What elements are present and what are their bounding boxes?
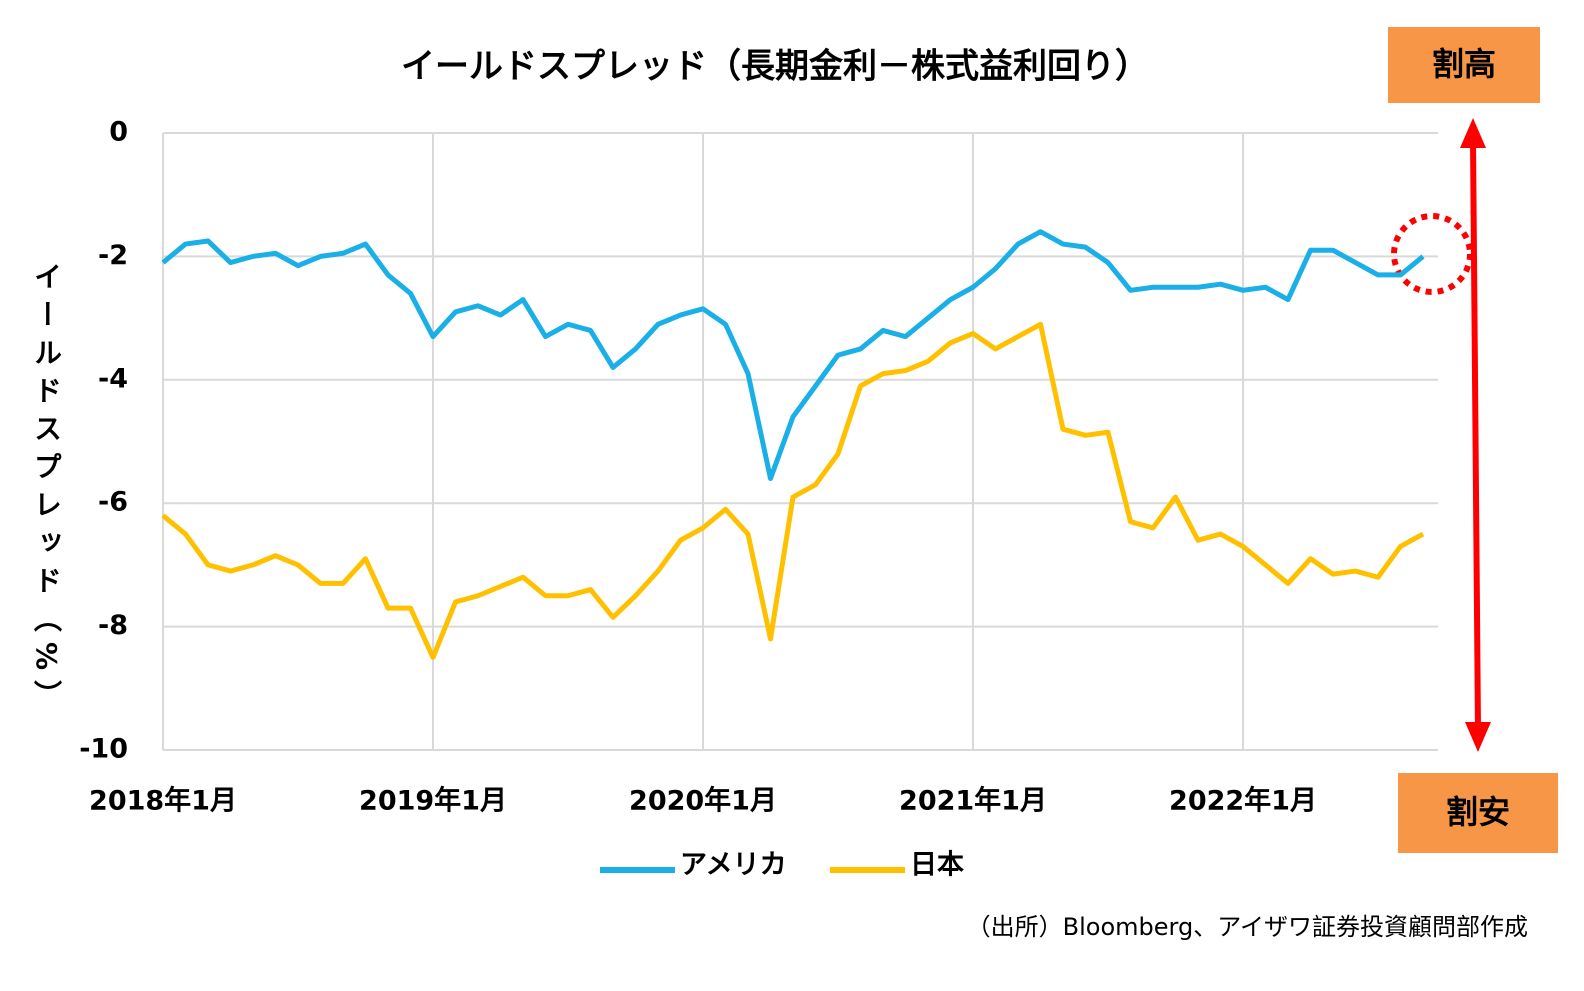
legend-label: 日本: [910, 850, 964, 881]
annotation: 割高: [1432, 45, 1496, 83]
arrow: [1460, 118, 1491, 752]
grid: [162, 132, 1438, 751]
x-tick-label: 2018年1月: [89, 785, 237, 817]
y-tick-label: -6: [98, 487, 128, 518]
x-tick-label: 2022年1月: [1169, 785, 1317, 817]
y-axis-label: イールドスプレッド（%）: [30, 262, 63, 718]
x-tick-label: 2021年1月: [899, 785, 1047, 817]
source: （出所）Bloomberg、アイザワ証券投資顧問部作成: [967, 913, 1528, 941]
annotation-box: [1398, 773, 1558, 853]
series-line: [161, 229, 1425, 482]
y-tick-label: -4: [98, 363, 128, 394]
y-tick-label: -2: [98, 240, 128, 271]
annotation-box: [1388, 27, 1540, 103]
x-tick-label: 2019年1月: [359, 785, 507, 817]
chart-title: イールドスプレッド（長期金利－株式益利回り）: [401, 47, 1149, 87]
x-tick-label: 2020年1月: [629, 785, 777, 817]
series-line: [161, 321, 1425, 660]
y-tick-label: -10: [79, 734, 128, 765]
y-tick-label: 0: [109, 117, 128, 148]
annotation: 割安: [1446, 793, 1510, 831]
y-tick-label: -8: [98, 610, 128, 641]
highlight-circle: [1391, 213, 1473, 295]
legend-label: アメリカ: [680, 850, 787, 881]
